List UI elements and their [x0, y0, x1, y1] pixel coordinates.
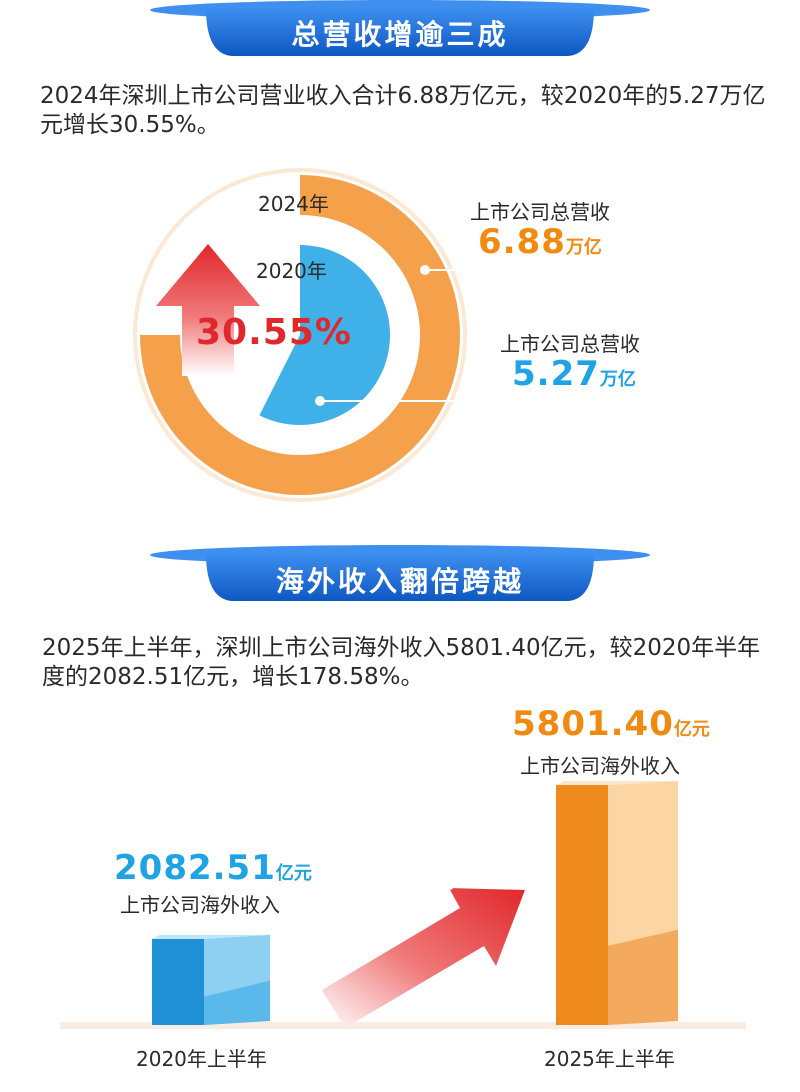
overseas-2025-unit: 亿元 [673, 719, 710, 740]
revenue-2024-number: 6.88 [478, 222, 566, 262]
revenue-2020-unit: 万亿 [599, 369, 636, 390]
revenue-2024-unit: 万亿 [565, 237, 602, 258]
overseas-2020-number: 2082.51 [114, 848, 276, 888]
diagonal-arrow-icon [322, 888, 525, 1028]
overseas-2020-value: 2082.51亿元 [114, 848, 312, 888]
donut-label-2020: 2020年 [256, 259, 327, 283]
overseas-2025-caption: 上市公司海外收入 [520, 754, 680, 778]
ground-strip [60, 1022, 746, 1029]
section1-paragraph: 2024年深圳上市公司营业收入合计6.88万亿元，较2020年的5.27万亿元增… [40, 83, 766, 138]
growth-label-30: 30.55% [196, 312, 352, 353]
outer-ring-outline [133, 168, 467, 502]
donut-arc-2020 [259, 245, 390, 425]
section1-title: 总营收增逾三成 [291, 18, 509, 51]
donut-label-2024: 2024年 [258, 192, 329, 216]
banner-ribbon-shape [150, 0, 650, 56]
leader-dot-2024 [420, 265, 430, 275]
leader-dot-2020 [315, 396, 325, 406]
section2-title: 海外收入翻倍跨越 [275, 565, 524, 598]
bar-2020-top [152, 934, 270, 939]
revenue-2020-value: 5.27万亿 [512, 354, 636, 394]
overseas-2025-number: 5801.40 [512, 704, 674, 744]
revenue-2020-caption: 上市公司总营收 [500, 332, 640, 356]
bar-chart [60, 781, 746, 1029]
overseas-2020-caption: 上市公司海外收入 [120, 893, 280, 917]
x-tick-2025: 2025年上半年 [544, 1047, 675, 1071]
overseas-2020-unit: 亿元 [275, 863, 312, 884]
bar-2020-front [152, 938, 204, 1025]
bar-2025-side-shade [608, 929, 678, 1025]
x-tick-2020: 2020年上半年 [136, 1047, 267, 1071]
revenue-2024-value: 6.88万亿 [478, 222, 602, 262]
bar-2020-side-shade [204, 980, 270, 1025]
section1-banner: 总营收增逾三成 [148, 0, 652, 64]
up-arrow-icon [156, 244, 260, 376]
bar-2025-front [556, 785, 608, 1025]
donut-chart [133, 168, 468, 502]
bar-2025-top [556, 781, 678, 785]
section2-paragraph: 2025年上半年，深圳上市公司海外收入5801.40亿元，较2020年半年度的2… [42, 635, 761, 690]
revenue-2024-caption: 上市公司总营收 [470, 200, 610, 224]
section2-banner: 海外收入翻倍跨越 [148, 545, 652, 609]
banner-ribbon-shape [150, 545, 650, 601]
overseas-2025-value: 5801.40亿元 [512, 704, 710, 744]
revenue-2020-number: 5.27 [512, 354, 600, 394]
